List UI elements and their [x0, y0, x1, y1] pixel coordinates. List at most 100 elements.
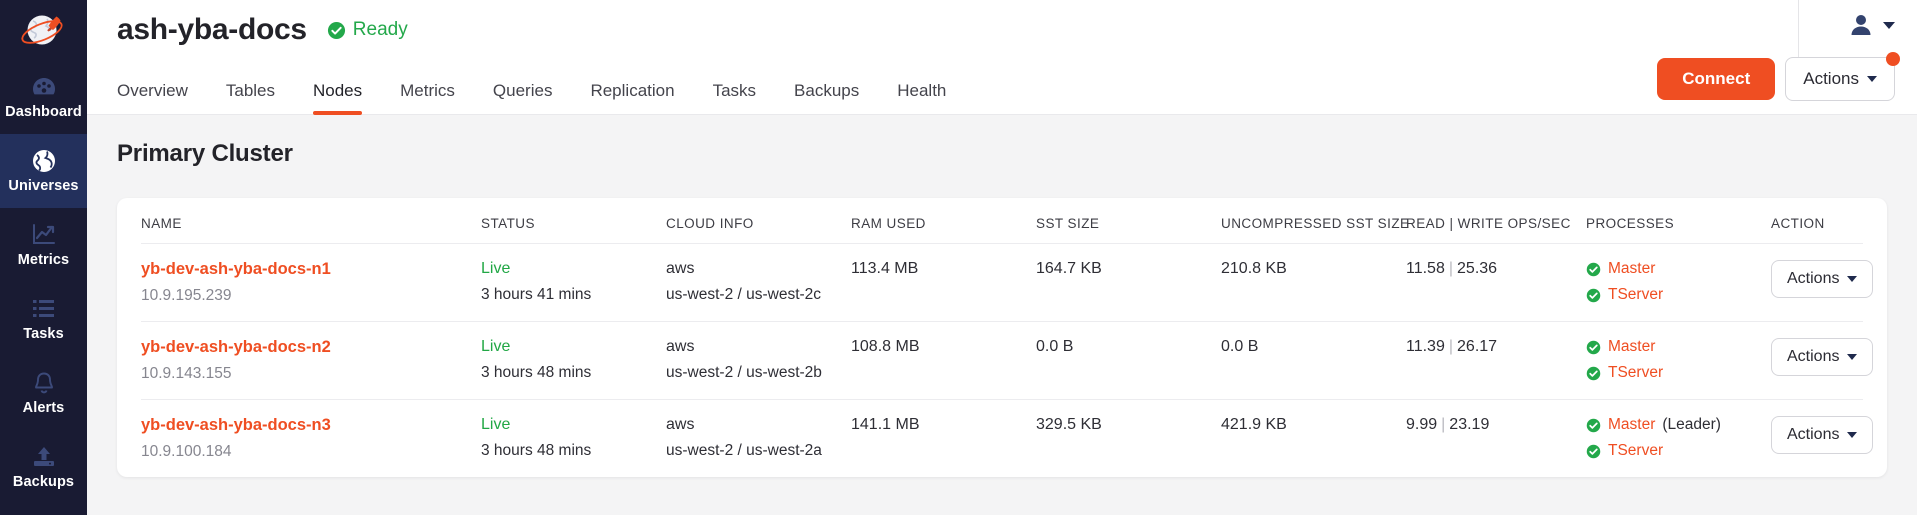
- cell-read-write-ops: 11.58 | 25.36: [1406, 243, 1586, 322]
- sidebar-item-backups[interactable]: Backups: [0, 430, 87, 504]
- notification-dot: [1886, 52, 1900, 66]
- cell-read-write-ops: 11.39 | 26.17: [1406, 321, 1586, 400]
- tab-backups[interactable]: Backups: [794, 81, 860, 100]
- node-name-link[interactable]: yb-dev-ash-yba-docs-n1: [141, 260, 331, 278]
- cell-read-write-ops: 9.99 | 23.19: [1406, 399, 1586, 477]
- node-uptime: 3 hours 48 mins: [481, 442, 592, 459]
- cell-status: Live 3 hours 48 mins: [481, 399, 666, 477]
- table-header: NAME STATUS CLOUD INFO RAM USED SST SIZE…: [141, 198, 1863, 244]
- process-name[interactable]: Master: [1608, 416, 1656, 433]
- cell-cloud-info: aws us-west-2 / us-west-2b: [666, 321, 851, 400]
- content-area: Primary Cluster NAME STATUS CLOUD INFO R…: [87, 115, 1917, 515]
- process-name[interactable]: TServer: [1608, 442, 1664, 459]
- tab-replication[interactable]: Replication: [590, 81, 675, 100]
- tab-nodes[interactable]: Nodes: [313, 81, 363, 115]
- table-row: yb-dev-ash-yba-docs-n1 10.9.195.239 Live…: [141, 243, 1874, 322]
- rocket-planet-logo-icon: [20, 15, 63, 45]
- process-master: Master: [1586, 260, 1771, 278]
- column-header-cloud-info: CLOUD INFO: [666, 216, 754, 231]
- row-actions-button[interactable]: Actions: [1771, 338, 1874, 376]
- cell-uncompressed-sst-size: 0.0 B: [1221, 321, 1406, 400]
- column-header-action: ACTION: [1771, 216, 1825, 231]
- chevron-down-icon: [1867, 76, 1877, 82]
- ops-separator: |: [1448, 260, 1454, 277]
- sidebar-item-alerts[interactable]: Alerts: [0, 356, 87, 430]
- check-circle-icon: [1586, 444, 1601, 458]
- sst-size-value: 329.5 KB: [1036, 416, 1102, 433]
- check-circle-icon: [1586, 262, 1601, 276]
- row-actions-button[interactable]: Actions: [1771, 416, 1874, 454]
- connect-button[interactable]: Connect: [1657, 58, 1776, 100]
- uncompressed-sst-size-value: 421.9 KB: [1221, 416, 1287, 433]
- node-status: Live: [481, 260, 511, 277]
- user-menu[interactable]: [1848, 12, 1895, 38]
- ram-used-value: 113.4 MB: [851, 260, 919, 277]
- app-logo[interactable]: [0, 0, 87, 60]
- process-tserver: TServer: [1586, 286, 1771, 304]
- column-header-uncompressed-sst-size: UNCOMPRESSED SST SIZE: [1221, 216, 1410, 231]
- actions-dropdown-label: Actions: [1803, 69, 1859, 88]
- cell-action: Actions: [1771, 321, 1874, 400]
- tab-tasks[interactable]: Tasks: [712, 81, 757, 100]
- chevron-down-icon: [1847, 276, 1858, 282]
- cell-processes: Master TServer: [1586, 321, 1771, 400]
- cell-cloud-info: aws us-west-2 / us-west-2c: [666, 243, 851, 322]
- cell-processes: Master (Leader) TServer: [1586, 399, 1771, 477]
- cell-sst-size: 329.5 KB: [1036, 399, 1221, 477]
- read-ops-value: 11.58: [1406, 260, 1445, 277]
- check-circle-icon: [1586, 340, 1601, 354]
- chevron-down-icon: [1883, 21, 1895, 29]
- node-ip: 10.9.143.155: [141, 365, 232, 382]
- tab-queries[interactable]: Queries: [492, 81, 553, 100]
- cell-uncompressed-sst-size: 421.9 KB: [1221, 399, 1406, 477]
- table-row: yb-dev-ash-yba-docs-n3 10.9.100.184 Live…: [141, 399, 1874, 477]
- process-name[interactable]: TServer: [1608, 286, 1664, 303]
- ram-used-value: 108.8 MB: [851, 338, 920, 355]
- upload-icon: [31, 444, 57, 470]
- sidebar-item-label: Tasks: [23, 326, 64, 343]
- process-master: Master (Leader): [1586, 416, 1771, 434]
- tab-health[interactable]: Health: [897, 81, 947, 100]
- process-name[interactable]: TServer: [1608, 364, 1664, 381]
- cell-sst-size: 0.0 B: [1036, 321, 1221, 400]
- title-row: ash-yba-docs Ready: [87, 0, 1917, 60]
- cloud-provider: aws: [666, 416, 695, 433]
- process-name[interactable]: Master: [1608, 260, 1656, 277]
- table-body: yb-dev-ash-yba-docs-n1 10.9.195.239 Live…: [141, 243, 1874, 477]
- status-badge-label: Ready: [352, 19, 408, 40]
- process-name[interactable]: Master: [1608, 338, 1656, 355]
- node-status: Live: [481, 416, 511, 433]
- table-row: yb-dev-ash-yba-docs-n2 10.9.143.155 Live…: [141, 321, 1874, 400]
- sidebar-item-dashboard[interactable]: Dashboard: [0, 60, 87, 134]
- cell-name: yb-dev-ash-yba-docs-n1 10.9.195.239: [141, 243, 481, 322]
- sidebar-item-metrics[interactable]: Metrics: [0, 208, 87, 282]
- bell-icon: [32, 370, 56, 396]
- main-area: ash-yba-docs Ready Overview: [87, 0, 1917, 515]
- process-tserver: TServer: [1586, 364, 1771, 382]
- column-header-sst-size: SST SIZE: [1036, 216, 1100, 231]
- row-actions-label: Actions: [1787, 426, 1840, 443]
- sidebar-item-tasks[interactable]: Tasks: [0, 282, 87, 356]
- node-uptime: 3 hours 41 mins: [481, 286, 592, 303]
- write-ops-value: 23.19: [1449, 416, 1490, 433]
- row-actions-button[interactable]: Actions: [1771, 260, 1874, 298]
- cell-ram-used: 141.1 MB: [851, 399, 1036, 477]
- row-actions-label: Actions: [1787, 270, 1840, 287]
- cell-ram-used: 108.8 MB: [851, 321, 1036, 400]
- actions-dropdown-button[interactable]: Actions: [1785, 52, 1900, 101]
- row-actions-label: Actions: [1787, 348, 1840, 365]
- tab-metrics[interactable]: Metrics: [400, 81, 455, 100]
- read-ops-value: 9.99: [1406, 416, 1438, 433]
- dashboard-gauge-icon: [31, 74, 57, 100]
- node-name-link[interactable]: yb-dev-ash-yba-docs-n3: [141, 416, 331, 434]
- node-name-link[interactable]: yb-dev-ash-yba-docs-n2: [141, 338, 331, 356]
- list-icon: [31, 296, 57, 322]
- column-header-ram-used: RAM USED: [851, 216, 926, 231]
- tab-overview[interactable]: Overview: [117, 81, 188, 100]
- cell-cloud-info: aws us-west-2 / us-west-2a: [666, 399, 851, 477]
- sidebar-item-label: Universes: [8, 178, 79, 195]
- tab-tables[interactable]: Tables: [225, 81, 275, 100]
- sidebar-item-universes[interactable]: Universes: [0, 134, 87, 208]
- ops-separator: |: [1441, 416, 1446, 433]
